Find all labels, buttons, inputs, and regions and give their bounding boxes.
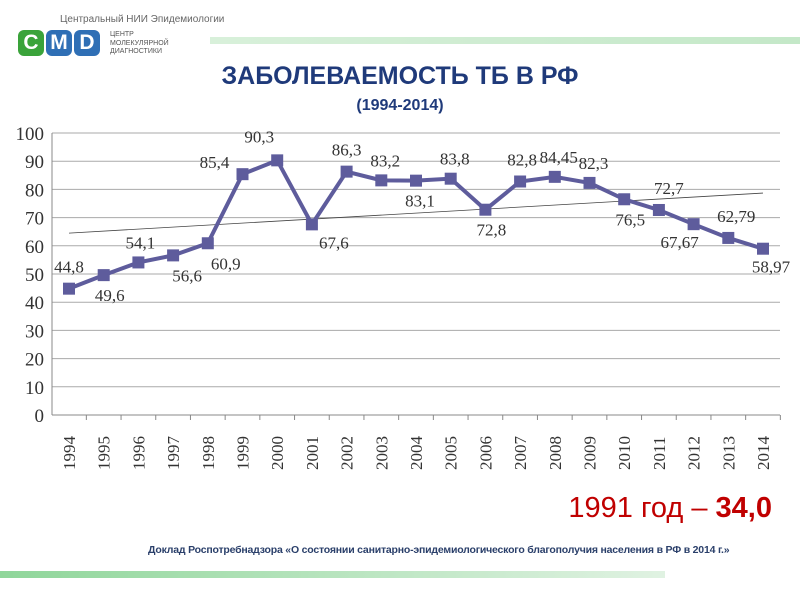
data-label: 83,2 bbox=[370, 151, 400, 170]
data-label: 67,67 bbox=[660, 233, 699, 252]
data-label: 86,3 bbox=[332, 141, 362, 160]
data-label: 82,8 bbox=[507, 151, 537, 170]
logo-subtitle-line: ДИАГНОСТИКИ bbox=[110, 48, 162, 55]
data-label: 84,45 bbox=[540, 148, 578, 167]
data-point bbox=[132, 256, 145, 269]
x-tick-label: 2001 bbox=[303, 436, 322, 470]
data-point bbox=[548, 170, 561, 183]
data-label: 58,97 bbox=[752, 258, 791, 277]
x-tick-label: 2002 bbox=[338, 436, 357, 470]
data-point bbox=[722, 231, 735, 244]
data-label: 82,3 bbox=[579, 154, 609, 173]
x-tick-label: 1996 bbox=[129, 436, 148, 470]
y-tick-label: 90 bbox=[25, 152, 44, 173]
logo-letter: D bbox=[74, 30, 100, 56]
x-tick-label: 2005 bbox=[442, 436, 461, 470]
data-label: 67,6 bbox=[319, 233, 349, 252]
data-point bbox=[479, 203, 492, 216]
x-tick-label: 2006 bbox=[476, 436, 495, 470]
page-title: ЗАБОЛЕВАЕМОСТЬ ТБ В РФ bbox=[221, 62, 579, 90]
data-point bbox=[514, 175, 527, 188]
x-tick-label: 2004 bbox=[407, 436, 426, 471]
x-tick-label: 2014 bbox=[754, 436, 773, 471]
x-tick-label: 1994 bbox=[60, 436, 79, 471]
data-label: 62,79 bbox=[717, 207, 755, 226]
note-value: 34,0 bbox=[715, 492, 772, 524]
data-label: 85,4 bbox=[200, 153, 230, 172]
logo-subtitle: ЦЕНТР МОЛЕКУЛЯРНОЙ ДИАГНОСТИКИ bbox=[110, 31, 190, 57]
data-point bbox=[97, 269, 110, 282]
data-point bbox=[167, 249, 180, 262]
x-tick-label: 2011 bbox=[650, 437, 669, 470]
x-tick-label: 2013 bbox=[719, 436, 738, 470]
logo-subtitle-line: МОЛЕКУЛЯРНОЙ bbox=[110, 39, 169, 47]
data-label: 60,9 bbox=[211, 254, 241, 273]
x-tick-label: 2007 bbox=[511, 436, 530, 471]
data-label: 49,6 bbox=[95, 286, 125, 305]
data-label: 76,5 bbox=[615, 210, 645, 229]
x-tick-label: 2012 bbox=[685, 436, 704, 470]
logo-subtitle-line: ЦЕНТР bbox=[110, 31, 134, 38]
y-tick-label: 80 bbox=[25, 180, 44, 201]
y-tick-label: 100 bbox=[16, 124, 45, 145]
data-label: 83,8 bbox=[440, 150, 470, 169]
trendline bbox=[68, 192, 764, 234]
page-subtitle: (1994-2014) bbox=[356, 97, 444, 114]
data-point bbox=[236, 168, 249, 181]
data-label: 83,1 bbox=[405, 192, 435, 211]
data-point bbox=[305, 218, 318, 231]
data-label: 72,7 bbox=[654, 179, 684, 198]
y-tick-label: 0 bbox=[35, 406, 45, 427]
data-point bbox=[271, 154, 284, 167]
org-name: Центральный НИИ Эпидемиологии bbox=[60, 14, 225, 25]
x-tick-label: 1997 bbox=[164, 436, 183, 471]
x-tick-label: 2003 bbox=[372, 436, 391, 470]
source-citation: Доклад Роспотребнадзора «О состоянии сан… bbox=[148, 544, 730, 556]
logo-letter: M bbox=[46, 30, 72, 56]
note-1991: 1991 год – 34,0 bbox=[568, 492, 772, 525]
y-tick-label: 70 bbox=[25, 209, 44, 230]
data-point bbox=[687, 218, 700, 231]
x-tick-label: 1995 bbox=[95, 436, 114, 470]
data-point bbox=[375, 174, 388, 187]
x-tick-label: 1999 bbox=[234, 436, 253, 470]
data-label: 90,3 bbox=[244, 127, 274, 146]
data-point bbox=[201, 237, 214, 250]
top-divider bbox=[210, 37, 800, 44]
bottom-divider bbox=[0, 571, 665, 578]
logo-letter: C bbox=[18, 30, 44, 56]
data-label: 56,6 bbox=[172, 266, 202, 285]
x-tick-label: 2009 bbox=[581, 436, 600, 470]
y-tick-label: 40 bbox=[25, 293, 44, 314]
y-tick-label: 20 bbox=[25, 350, 44, 371]
data-point bbox=[444, 172, 457, 185]
x-tick-label: 2008 bbox=[546, 436, 565, 470]
data-point bbox=[652, 203, 665, 216]
y-tick-label: 50 bbox=[25, 265, 44, 286]
data-point bbox=[340, 165, 353, 178]
x-tick-label: 2010 bbox=[615, 436, 634, 470]
y-tick-label: 30 bbox=[25, 321, 44, 342]
data-label: 54,1 bbox=[126, 233, 156, 252]
y-tick-label: 10 bbox=[25, 378, 44, 399]
x-tick-label: 1998 bbox=[199, 436, 218, 470]
data-point bbox=[757, 242, 769, 255]
y-tick-label: 60 bbox=[25, 237, 44, 258]
data-point bbox=[63, 282, 75, 295]
note-prefix: 1991 год – bbox=[568, 492, 716, 524]
cmd-logo: C M D bbox=[18, 30, 100, 56]
data-label: 72,8 bbox=[477, 221, 507, 240]
data-point bbox=[410, 174, 422, 187]
data-point bbox=[618, 193, 631, 206]
data-label: 44,8 bbox=[54, 258, 84, 277]
x-tick-label: 2000 bbox=[268, 436, 287, 470]
data-point bbox=[583, 176, 596, 189]
